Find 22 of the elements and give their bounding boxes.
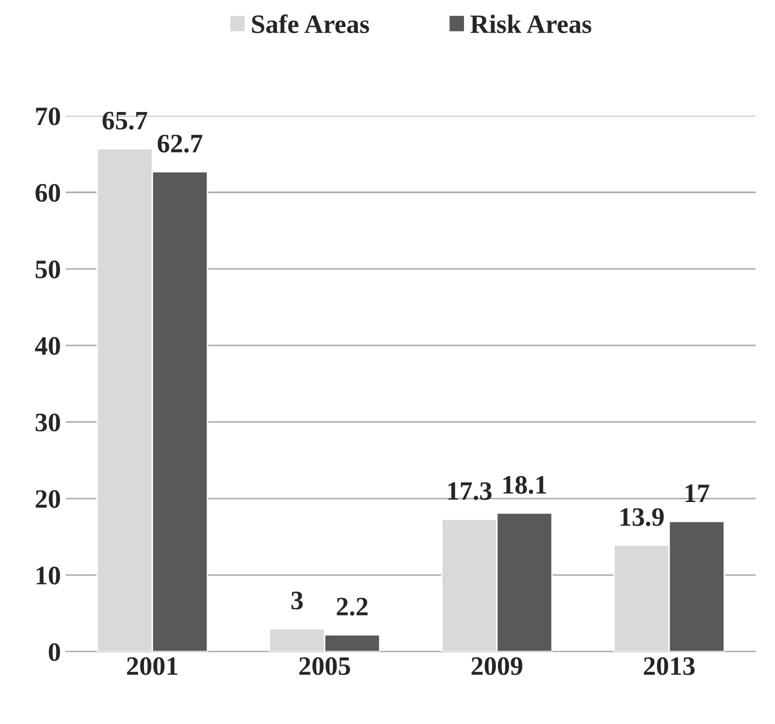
legend-label: Safe Areas	[252, 14, 370, 34]
x-tick-label: 2005	[299, 657, 350, 676]
data-label: 18.1	[503, 476, 546, 494]
data-label: 3	[291, 592, 303, 610]
y-tick-label: 40	[34, 337, 60, 355]
y-tick-label: 0	[48, 643, 60, 662]
data-label: 13.9	[620, 508, 664, 526]
data-label: 2.2	[336, 598, 368, 616]
data-label: 62.7	[158, 134, 202, 153]
legend-label: Risk Areas	[470, 14, 592, 34]
data-label: 17	[686, 484, 710, 502]
y-tick-label: 30	[36, 414, 60, 432]
x-tick-label: 2009	[472, 657, 522, 676]
data-label: 65.7	[102, 112, 148, 130]
y-tick-label: 10	[36, 566, 60, 584]
y-tick-label: 20	[36, 490, 60, 508]
data-label: 17.3	[448, 482, 492, 500]
y-tick-label: 60	[36, 184, 60, 202]
x-tick-label: 2013	[644, 657, 695, 676]
y-tick-label: 70	[36, 107, 60, 126]
x-tick-label: 2001	[127, 657, 178, 676]
y-tick-label: 50	[36, 260, 60, 278]
